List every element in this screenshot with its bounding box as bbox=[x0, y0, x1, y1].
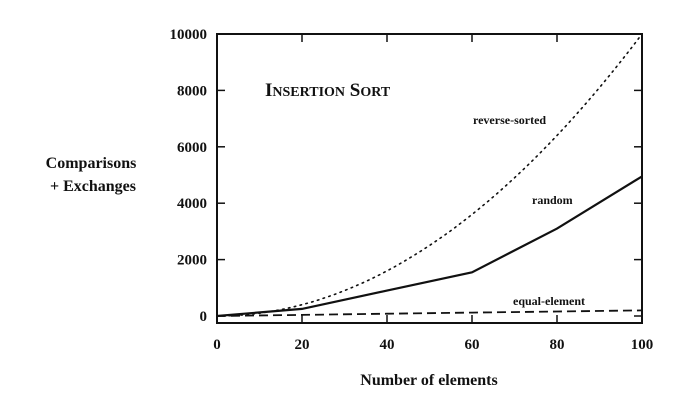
series-lines bbox=[216, 33, 643, 318]
series-label-random: random bbox=[532, 193, 573, 207]
series-label-equal-element: equal-element bbox=[513, 294, 585, 308]
y-tick-label-10000: 10000 bbox=[170, 27, 208, 43]
y-tick-label-2000: 2000 bbox=[177, 253, 207, 269]
x-axis-title: Number of elements bbox=[360, 372, 497, 389]
y-axis-title-line-2: + Exchanges bbox=[50, 178, 136, 195]
x-tick-label-80: 80 bbox=[550, 337, 565, 353]
x-tick-label-40: 40 bbox=[380, 337, 395, 353]
series-label-reverse-sorted: reverse-sorted bbox=[473, 113, 546, 127]
axis-ticks: 0 2000 4000 6000 8000 10000 0 20 40 60 80 100 bbox=[170, 27, 654, 353]
y-tick-label-0: 0 bbox=[200, 309, 208, 325]
x-tick-label-20: 20 bbox=[295, 337, 310, 353]
series-line-reverse-sorted bbox=[216, 33, 643, 317]
series-line-random bbox=[216, 175, 643, 318]
y-tick-label-4000: 4000 bbox=[177, 196, 207, 212]
x-tick-label-60: 60 bbox=[465, 337, 480, 353]
y-tick-label-8000: 8000 bbox=[177, 83, 207, 99]
series-line-equal-element bbox=[216, 309, 643, 317]
x-tick-label-100: 100 bbox=[631, 337, 654, 353]
y-tick-label-6000: 6000 bbox=[177, 140, 207, 156]
plot-frame bbox=[216, 33, 643, 324]
chart-title: INSERTION SORT bbox=[265, 80, 391, 101]
series-labels: reverse-sorted random equal-element bbox=[473, 113, 585, 308]
y-axis-title: Comparisons + Exchanges bbox=[46, 155, 141, 195]
x-tick-label-0: 0 bbox=[213, 337, 221, 353]
y-axis-title-line-1: Comparisons bbox=[46, 155, 137, 172]
